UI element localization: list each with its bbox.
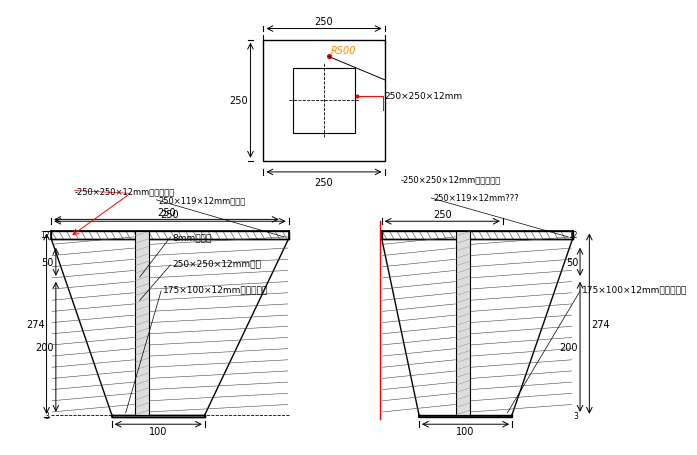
Bar bbox=[51, 231, 289, 239]
Bar bbox=[135, 231, 149, 415]
Text: 200: 200 bbox=[36, 342, 54, 352]
Text: 3: 3 bbox=[45, 411, 49, 420]
Text: 100: 100 bbox=[149, 426, 167, 436]
Bar bbox=[382, 231, 573, 239]
Text: 250: 250 bbox=[314, 177, 333, 187]
Text: 200: 200 bbox=[560, 342, 579, 352]
Text: 100: 100 bbox=[457, 426, 475, 436]
Text: 250×250×12mm腹板: 250×250×12mm腹板 bbox=[172, 259, 261, 268]
Text: 274: 274 bbox=[26, 319, 45, 329]
Text: 250×119×12mm???: 250×119×12mm??? bbox=[433, 194, 519, 203]
Polygon shape bbox=[51, 239, 135, 415]
Bar bbox=[419, 415, 512, 417]
Bar bbox=[112, 415, 205, 417]
Text: 8mm厚湺焊: 8mm厚湺焊 bbox=[172, 233, 212, 242]
Text: 250: 250 bbox=[160, 210, 179, 220]
Text: 250: 250 bbox=[157, 207, 176, 217]
Text: 12: 12 bbox=[40, 231, 49, 240]
Text: 50: 50 bbox=[566, 257, 579, 267]
Text: 274: 274 bbox=[591, 319, 610, 329]
Text: 50: 50 bbox=[42, 257, 54, 267]
Text: -250×250×12mm牛腿上盖板: -250×250×12mm牛腿上盖板 bbox=[75, 187, 175, 196]
Text: 175×100×12mm牛腿下盖板: 175×100×12mm牛腿下盖板 bbox=[163, 285, 268, 294]
Text: 175×100×12mm牛腿下盖板: 175×100×12mm牛腿下盖板 bbox=[582, 285, 687, 294]
Text: R500: R500 bbox=[330, 46, 356, 56]
Text: 3: 3 bbox=[574, 411, 579, 420]
Text: 250: 250 bbox=[229, 96, 247, 106]
Bar bbox=[457, 231, 470, 415]
Text: 250: 250 bbox=[433, 210, 452, 220]
Bar bbox=[263, 40, 385, 162]
Text: 250×119×12mm加劲板: 250×119×12mm加劲板 bbox=[158, 196, 245, 205]
Text: 250×250×12mm: 250×250×12mm bbox=[385, 92, 463, 101]
Text: 250: 250 bbox=[314, 17, 333, 27]
Text: -250×250×12mm牛腿上盖板: -250×250×12mm牛腿上盖板 bbox=[400, 176, 500, 184]
Bar bbox=[293, 68, 355, 133]
Text: 12: 12 bbox=[569, 231, 579, 240]
